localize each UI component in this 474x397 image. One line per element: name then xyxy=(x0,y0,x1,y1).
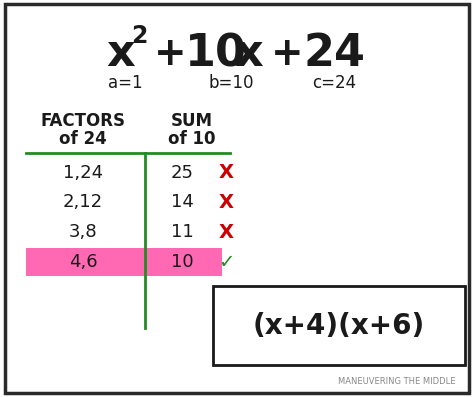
Text: 10: 10 xyxy=(171,253,194,271)
Text: 11: 11 xyxy=(171,223,194,241)
Text: SUM: SUM xyxy=(171,112,213,130)
Text: 2,12: 2,12 xyxy=(63,193,103,212)
Text: X: X xyxy=(219,193,234,212)
FancyBboxPatch shape xyxy=(213,286,465,365)
Text: a=1: a=1 xyxy=(108,74,143,93)
Text: FACTORS: FACTORS xyxy=(40,112,126,130)
Text: of 10: of 10 xyxy=(168,130,216,148)
FancyBboxPatch shape xyxy=(26,248,145,276)
Text: +: + xyxy=(155,35,187,73)
Text: X: X xyxy=(219,163,234,182)
Text: X: X xyxy=(219,223,234,242)
Text: 4,6: 4,6 xyxy=(69,253,97,271)
Text: MANEUVERING THE MIDDLE: MANEUVERING THE MIDDLE xyxy=(337,377,455,385)
Text: 2: 2 xyxy=(131,24,147,48)
Text: 1,24: 1,24 xyxy=(63,164,103,182)
Text: x: x xyxy=(235,32,263,75)
Text: x: x xyxy=(107,32,135,75)
Text: (x+4)(x+6): (x+4)(x+6) xyxy=(253,312,425,339)
Text: c=24: c=24 xyxy=(312,74,356,93)
Text: 24: 24 xyxy=(303,32,365,75)
FancyBboxPatch shape xyxy=(145,248,222,276)
Text: +: + xyxy=(271,35,303,73)
Text: 25: 25 xyxy=(171,164,194,182)
Text: 3,8: 3,8 xyxy=(69,223,97,241)
Text: of 24: of 24 xyxy=(59,130,107,148)
Text: 14: 14 xyxy=(171,193,194,212)
Text: ✓: ✓ xyxy=(219,252,235,272)
Text: 10: 10 xyxy=(185,32,246,75)
Text: b=10: b=10 xyxy=(208,74,254,93)
